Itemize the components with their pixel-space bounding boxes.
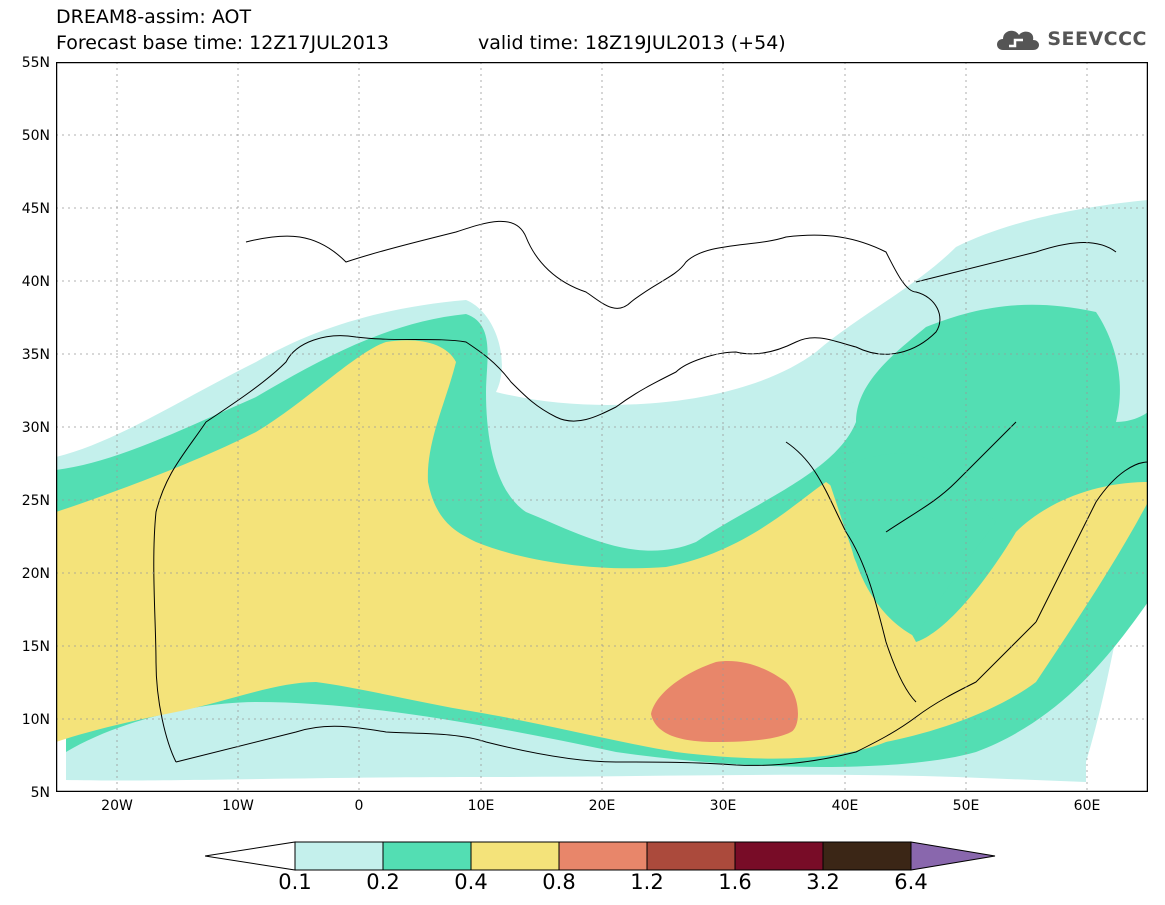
colorbar-swatch-0.4 <box>470 841 560 871</box>
lon-label-30e: 30E <box>709 798 737 814</box>
lat-label-45n: 45N <box>21 201 50 217</box>
colorbar-label-0.2: 0.2 <box>366 870 400 894</box>
colorbar-label-6.4: 6.4 <box>894 870 928 894</box>
aot-band-0.2-arabia <box>826 453 996 637</box>
map-title: DREAM8-assim: AOT <box>56 6 252 28</box>
lon-label-10e: 10E <box>467 798 495 814</box>
colorbar-label-0.4: 0.4 <box>454 870 488 894</box>
map-frame <box>55 61 1149 793</box>
colorbar-swatch-1.2 <box>646 841 736 871</box>
aot-map <box>55 61 1149 793</box>
lat-label-35n: 35N <box>21 347 50 363</box>
lat-label-15n: 15N <box>21 639 50 655</box>
lon-label-60e: 60E <box>1073 798 1101 814</box>
aot-band-0.4 <box>56 340 1148 759</box>
valid-time: valid time: 18Z19JUL2013 (+54) <box>478 32 786 54</box>
colorbar-label-0.1: 0.1 <box>278 870 312 894</box>
lat-label-30n: 30N <box>21 420 50 436</box>
colorbar-over-arrow <box>910 841 996 871</box>
lon-label-10w: 10W <box>222 798 254 814</box>
colorbar <box>205 841 996 871</box>
lat-label-25n: 25N <box>21 493 50 509</box>
lon-label-40e: 40E <box>831 798 859 814</box>
colorbar-under-arrow <box>205 841 296 871</box>
colorbar-swatch-3.2 <box>822 841 912 871</box>
colorbar-swatch-0.1 <box>294 841 384 871</box>
coastlines <box>153 220 1149 766</box>
logo-text: SEEVCCC <box>1047 28 1147 50</box>
seevccc-logo: SEEVCCC <box>993 22 1147 56</box>
lon-label-20e: 20E <box>588 798 616 814</box>
lat-label-20n: 20N <box>21 566 50 582</box>
colorbar-swatch-0.2 <box>382 841 472 871</box>
cloud-icon <box>997 30 1040 50</box>
colorbar-swatch-0.8 <box>558 841 648 871</box>
lon-label-50e: 50E <box>952 798 980 814</box>
graticule <box>56 62 1148 792</box>
lon-label-0: 0 <box>354 798 364 814</box>
map-canvas <box>55 61 1149 793</box>
lat-label-5n: 5N <box>30 785 50 801</box>
colorbar-label-1.6: 1.6 <box>718 870 752 894</box>
colorbar-swatch-1.6 <box>734 841 824 871</box>
colorbar-label-0.8: 0.8 <box>542 870 576 894</box>
lat-label-10n: 10N <box>21 712 50 728</box>
forecast-base-time: Forecast base time: 12Z17JUL2013 <box>56 32 389 54</box>
lat-label-50n: 50N <box>21 128 50 144</box>
aot-band-0.8 <box>651 661 798 742</box>
colorbar-label-3.2: 3.2 <box>806 870 840 894</box>
lat-label-55n: 55N <box>21 55 50 71</box>
lon-label-20w: 20W <box>101 798 133 814</box>
colorbar-label-1.2: 1.2 <box>630 870 664 894</box>
lat-label-40n: 40N <box>21 274 50 290</box>
